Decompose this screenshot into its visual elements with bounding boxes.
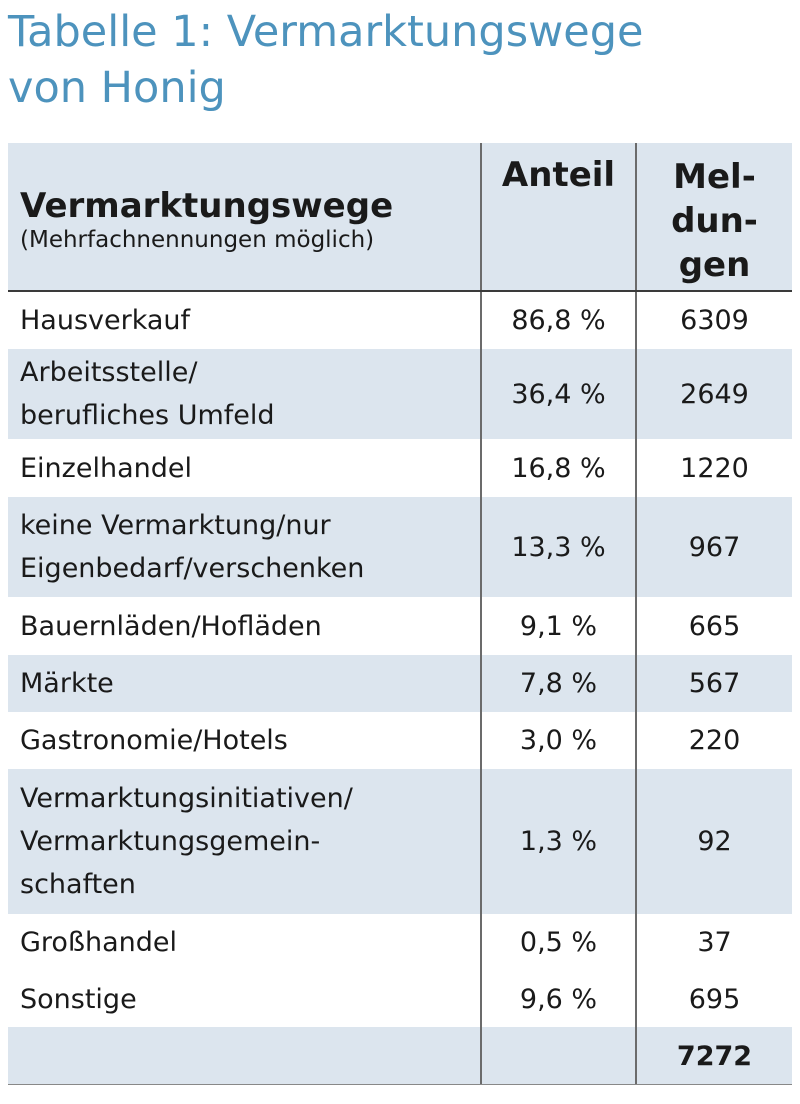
label-line: Großhandel <box>20 927 177 958</box>
table-row: Märkte 7,8 % 567 <box>8 655 792 712</box>
column-divider <box>635 143 637 1085</box>
label-cell: Bauernläden/Hofläden <box>20 597 480 655</box>
table-row: Einzelhandel 16,8 % 1220 <box>8 439 792 497</box>
share-cell: 3,0 % <box>481 712 636 769</box>
label-line: Vermarktungsinitiativen/ <box>20 783 353 814</box>
share-text: 13,3 % <box>511 531 606 563</box>
total-cell: 7272 <box>637 1027 792 1085</box>
table-row: Arbeitsstelle/berufliches Umfeld 36,4 % 26… <box>8 349 792 439</box>
total-text: 7272 <box>676 1040 753 1072</box>
title-line: Tabelle 1: Vermarktungswege <box>8 7 644 57</box>
share-cell: 7,8 % <box>481 655 636 712</box>
header-divider <box>8 290 792 292</box>
label-line: Vermarktungsgemein- <box>20 826 321 857</box>
count-text: 567 <box>688 668 741 699</box>
share-text: 9,6 % <box>519 983 598 1015</box>
count-cell: 695 <box>637 971 792 1027</box>
label-cell: Gastronomie/Hotels <box>20 712 480 769</box>
count-text: 6309 <box>680 304 749 336</box>
share-text: 3,0 % <box>519 725 598 756</box>
label-line: berufliches Umfeld <box>20 400 275 431</box>
table-row: Gastronomie/Hotels 3,0 % 220 <box>8 712 792 769</box>
share-cell: 36,4 % <box>481 349 636 439</box>
header-text: Anteil <box>501 155 616 195</box>
label-line: Arbeitsstelle/ <box>20 357 198 388</box>
total-row: 7272 <box>8 1027 792 1085</box>
count-text: 37 <box>697 927 732 958</box>
share-text: 36,4 % <box>511 378 606 410</box>
header-cell: Vermarktungswege (Mehrfachnennungen mögl… <box>20 143 480 291</box>
table-row: Bauernläden/Hofläden 9,1 % 665 <box>8 597 792 655</box>
share-text: 86,8 % <box>511 304 606 336</box>
share-cell: 13,3 % <box>481 497 636 597</box>
share-text: 1,3 % <box>519 826 598 857</box>
table-row: Großhandel 0,5 % 37 <box>8 914 792 971</box>
label-line: Sonstige <box>20 983 137 1015</box>
table-row: keine Vermarktung/nur Eigenbedarf/versche… <box>8 497 792 597</box>
count-cell: 2649 <box>637 349 792 439</box>
count-text: 967 <box>688 531 741 563</box>
label-line: keine Vermarktung/nur <box>20 510 331 541</box>
label-cell: keine Vermarktung/nur Eigenbedarf/versche… <box>20 497 480 597</box>
count-text: 220 <box>688 725 741 756</box>
bottom-border <box>8 1084 792 1085</box>
share-cell: 1,3 % <box>481 769 636 914</box>
title: Tabelle 1: Vermarktungswege von Honig <box>8 4 644 116</box>
count-text: 695 <box>688 983 741 1015</box>
label-cell: Vermarktungsinitiativen/Vermarktungsgeme… <box>20 769 480 914</box>
label-line: Einzelhandel <box>20 452 192 484</box>
label-cell: Arbeitsstelle/berufliches Umfeld <box>20 349 480 439</box>
count-cell: 92 <box>637 769 792 914</box>
column-divider <box>480 143 482 1085</box>
header-cell: Mel- dun- gen <box>637 143 792 291</box>
count-cell: 1220 <box>637 439 792 497</box>
count-cell: 567 <box>637 655 792 712</box>
header-row: Vermarktungswege (Mehrfachnennungen mögl… <box>8 143 792 291</box>
share-text: 7,8 % <box>519 668 598 699</box>
share-cell: 86,8 % <box>481 291 636 349</box>
label-cell: Großhandel <box>20 914 480 971</box>
label-line: Märkte <box>20 668 114 699</box>
label-cell: Sonstige <box>20 971 480 1027</box>
count-text: 2649 <box>680 378 749 410</box>
table: Vermarktungswege (Mehrfachnennungen mögl… <box>8 143 792 1085</box>
count-cell: 220 <box>637 712 792 769</box>
label-line: Gastronomie/Hotels <box>20 725 288 756</box>
header-text: dun- <box>671 201 758 241</box>
table-row: Vermarktungsinitiativen/Vermarktungsgeme… <box>8 769 792 914</box>
share-cell: 16,8 % <box>481 439 636 497</box>
header-subtext: (Mehrfachnennungen möglich) <box>20 227 375 253</box>
share-cell: 0,5 % <box>481 914 636 971</box>
label-cell: Einzelhandel <box>20 439 480 497</box>
share-cell: 9,6 % <box>481 971 636 1027</box>
header-text: gen <box>678 245 751 285</box>
count-text: 1220 <box>680 452 749 484</box>
table-row: Hausverkauf 86,8 % 6309 <box>8 291 792 349</box>
header-text: Mel- <box>673 157 756 197</box>
count-text: 92 <box>697 826 732 857</box>
header-cell: Anteil <box>481 143 636 291</box>
share-text: 0,5 % <box>519 927 598 958</box>
count-cell: 6309 <box>637 291 792 349</box>
label-line: Eigenbedarf/verschenken <box>20 553 365 584</box>
label-cell: Märkte <box>20 655 480 712</box>
count-cell: 665 <box>637 597 792 655</box>
share-cell: 9,1 % <box>481 597 636 655</box>
count-cell: 967 <box>637 497 792 597</box>
label-line: Hausverkauf <box>20 304 191 336</box>
count-cell: 37 <box>637 914 792 971</box>
header-text: Vermarktungswege <box>20 186 394 226</box>
label-line: schaften <box>20 869 136 900</box>
count-text: 665 <box>688 610 741 642</box>
table-row: Sonstige 9,6 % 695 <box>8 971 792 1027</box>
label-cell: Hausverkauf <box>20 291 480 349</box>
title-line: von Honig <box>8 63 226 113</box>
label-line: Bauernläden/Hofläden <box>20 610 322 642</box>
share-text: 16,8 % <box>511 452 606 484</box>
share-text: 9,1 % <box>519 610 598 642</box>
